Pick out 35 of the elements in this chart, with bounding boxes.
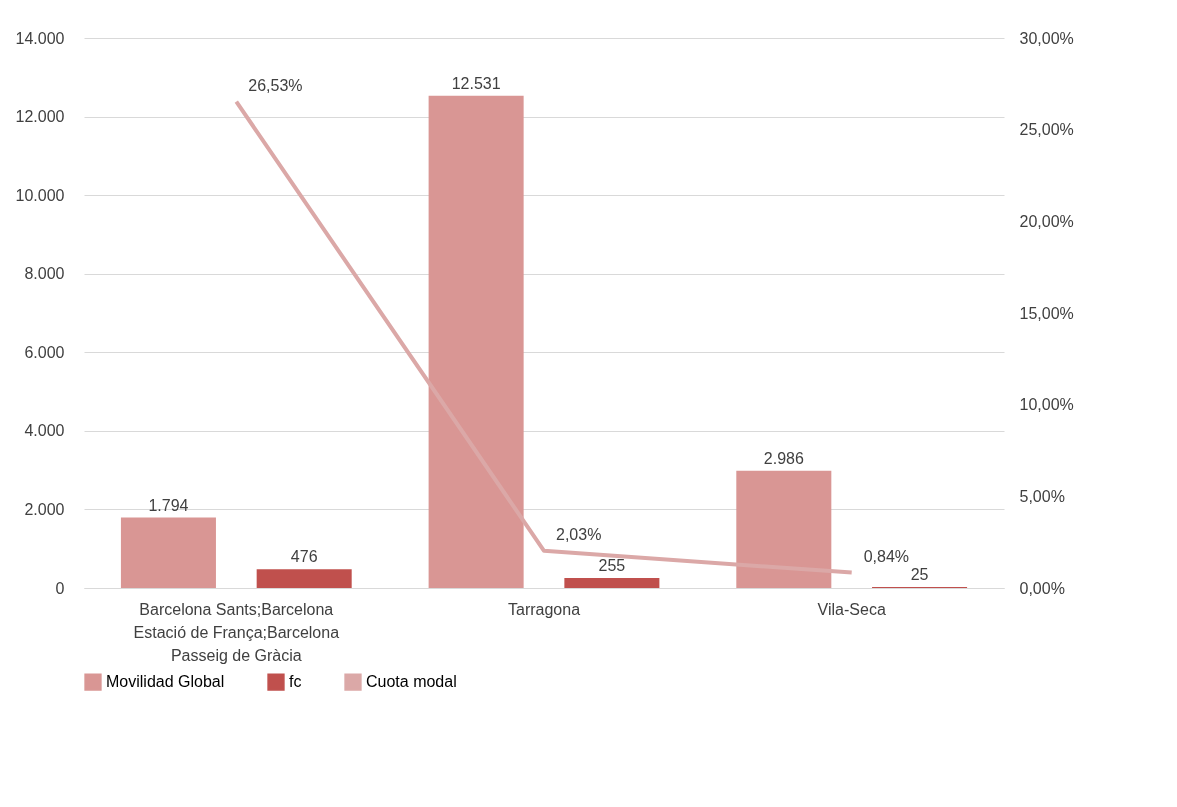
y-tick-label: 0 <box>55 579 65 597</box>
data-label: 476 <box>290 548 318 566</box>
data-label: 2,03% <box>556 525 602 543</box>
x-tick-label: Barcelona Sants;Barcelona Estació de França;Barcelona Passeig de Gràcia <box>133 601 340 664</box>
bar <box>120 517 216 588</box>
y2-tick-label: 25,00% <box>1019 121 1074 139</box>
y2-tick-label: 10,00% <box>1019 396 1074 414</box>
y2-tick-label: 20,00% <box>1019 212 1074 230</box>
y-tick-label: 14.000 <box>15 29 65 47</box>
bar <box>256 569 352 588</box>
legend-label: Cuota modal <box>366 673 457 691</box>
legend-label: fc <box>289 673 302 691</box>
bar <box>564 577 660 588</box>
y2-tick-label: 30,00% <box>1019 29 1074 47</box>
y-tick-label: 10.000 <box>15 186 65 204</box>
bar <box>736 470 832 588</box>
bar <box>428 95 524 588</box>
y-tick-label: 4.000 <box>24 422 65 440</box>
y-tick-label: 8.000 <box>24 265 65 283</box>
y-tick-label: 12.000 <box>15 108 65 126</box>
data-label: 12.531 <box>451 74 501 92</box>
data-label: 255 <box>598 556 626 574</box>
y-tick-label: 6.000 <box>24 343 65 361</box>
x-tick-label: Tarragona <box>507 601 581 618</box>
data-label: 26,53% <box>248 76 303 94</box>
data-label: 25 <box>910 566 929 584</box>
legend-label: Movilidad Global <box>106 673 225 691</box>
y2-tick-label: 5,00% <box>1019 487 1065 505</box>
y2-tick-label: 0,00% <box>1019 579 1065 597</box>
x-tick-label: Vila-Seca <box>817 601 886 618</box>
y2-tick-label: 15,00% <box>1019 304 1074 322</box>
data-label: 0,84% <box>863 547 910 565</box>
data-label: 2.986 <box>763 449 804 467</box>
y-tick-label: 2.000 <box>24 500 65 518</box>
data-label: 1.794 <box>148 496 189 514</box>
